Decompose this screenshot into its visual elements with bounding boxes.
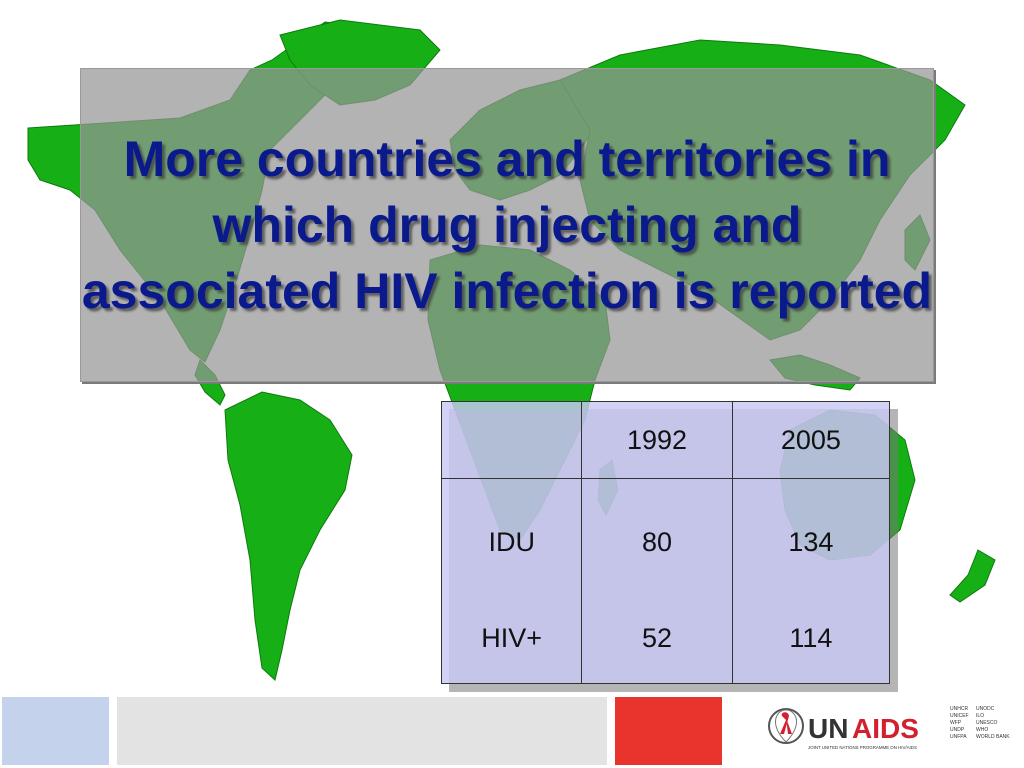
logo-un-text: UN — [808, 713, 848, 744]
title-box: More countries and territories in which … — [80, 68, 934, 382]
cosponsor-left: UNDP — [950, 727, 965, 733]
cosponsor-right: WHO — [976, 727, 988, 733]
table-row: IDU 80 134 — [440, 478, 891, 616]
logo-aids-text: AIDS — [852, 713, 919, 744]
cosponsor-right: UNODC — [976, 706, 995, 712]
table-cell: 80 — [581, 478, 733, 616]
table-cell: 134 — [731, 478, 891, 616]
row-label-idu: IDU — [440, 478, 583, 616]
south-america-shape — [224, 391, 353, 681]
cosponsor-right: WORLD BANK — [976, 734, 1010, 740]
cosponsor-right: ILO — [976, 713, 984, 719]
unaids-emblem-icon — [768, 708, 804, 744]
slide-title: More countries and territories in which … — [81, 131, 933, 319]
table-header-cell — [440, 401, 583, 479]
table-row: HIV+ 52 114 — [440, 615, 891, 685]
row-label-hiv: HIV+ — [440, 615, 583, 685]
data-table: 1992 2005 IDU 80 134 HIV+ 52 114 — [440, 401, 891, 685]
footer-red-block — [615, 697, 722, 765]
unaids-logo: UN AIDS JOINT UNITED NATIONS PROGRAMME O… — [768, 706, 1010, 750]
footer-blue-block — [2, 697, 109, 765]
logo-tagline: JOINT UNITED NATIONS PROGRAMME ON HIV/AI… — [808, 745, 917, 750]
table-header-row: 1992 2005 — [440, 401, 891, 479]
cosponsor-left: UNHCR — [950, 706, 968, 712]
table-cell: 52 — [581, 615, 733, 685]
table-header-cell: 2005 — [731, 401, 891, 479]
new-zealand-shape — [949, 549, 996, 603]
cosponsor-left: WFP — [950, 720, 962, 726]
cosponsor-left: UNFPA — [950, 734, 967, 740]
cosponsor-right: UNESCO — [976, 720, 998, 726]
cosponsor-left: UNICEF — [950, 713, 969, 719]
footer-gray-block — [117, 697, 607, 765]
table-header-cell: 1992 — [581, 401, 733, 479]
table-cell: 114 — [731, 615, 891, 685]
